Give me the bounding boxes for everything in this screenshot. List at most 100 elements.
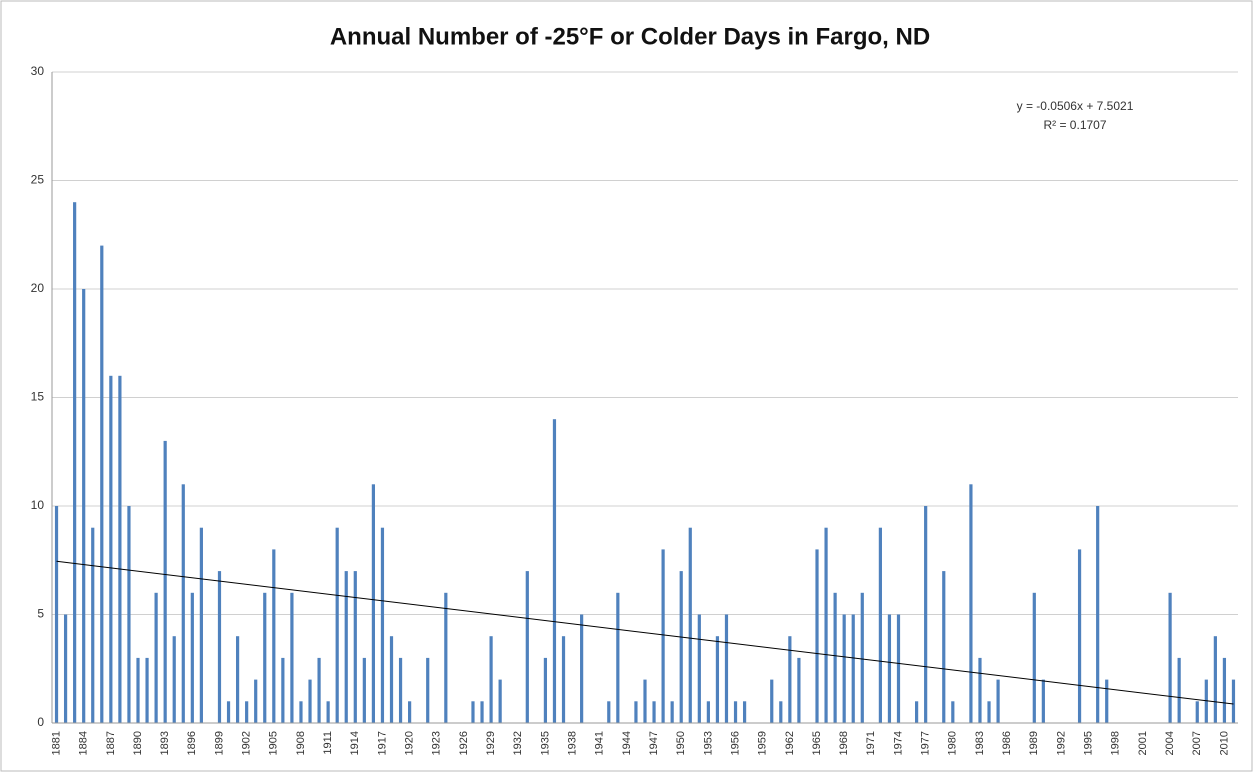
x-tick-label: 1929 bbox=[485, 731, 497, 755]
bar bbox=[797, 657, 801, 723]
x-tick-label: 2001 bbox=[1137, 731, 1149, 755]
bar bbox=[73, 202, 77, 723]
x-tick-label: 1923 bbox=[431, 731, 443, 755]
bar bbox=[607, 701, 611, 723]
bar bbox=[235, 636, 240, 723]
bar bbox=[217, 571, 222, 723]
x-tick-label: 1947 bbox=[648, 731, 660, 755]
x-tick-label: 1902 bbox=[241, 731, 253, 755]
bar bbox=[996, 679, 1000, 723]
bar bbox=[272, 549, 276, 723]
bar bbox=[389, 636, 394, 723]
bar bbox=[942, 571, 946, 723]
bar bbox=[643, 679, 647, 723]
x-tick-label: 1911 bbox=[322, 731, 334, 755]
bar bbox=[82, 289, 86, 723]
x-tick-label: 1974 bbox=[892, 731, 904, 755]
bar bbox=[498, 679, 502, 723]
x-tick-label: 1914 bbox=[349, 731, 361, 755]
bar bbox=[154, 592, 158, 723]
bar bbox=[924, 506, 928, 723]
bar bbox=[824, 527, 828, 723]
bar bbox=[616, 592, 620, 723]
x-tick-label: 1944 bbox=[621, 731, 633, 755]
x-tick-label: 1938 bbox=[566, 731, 578, 755]
x-tick-label: 1881 bbox=[50, 731, 62, 755]
bar bbox=[788, 636, 792, 723]
x-tick-label: 1953 bbox=[702, 731, 714, 755]
bar bbox=[190, 592, 194, 723]
bar bbox=[896, 614, 901, 723]
bar bbox=[1032, 592, 1036, 723]
x-tick-label: 1995 bbox=[1083, 731, 1095, 755]
bar bbox=[353, 571, 357, 723]
bar bbox=[978, 657, 982, 723]
trendline bbox=[56, 560, 1234, 705]
y-tick-label: 0 bbox=[37, 715, 44, 729]
bar bbox=[172, 636, 176, 723]
x-tick-label: 1986 bbox=[1001, 731, 1013, 755]
bar bbox=[779, 701, 783, 723]
x-tick-label: 1893 bbox=[159, 731, 171, 755]
bar bbox=[525, 571, 529, 723]
x-tick-label: 1890 bbox=[132, 731, 144, 755]
bar bbox=[634, 701, 638, 723]
bar bbox=[833, 592, 837, 723]
bar bbox=[371, 484, 375, 723]
x-tick-label: 1965 bbox=[811, 731, 823, 755]
bar bbox=[245, 701, 249, 723]
x-tick-label: 1917 bbox=[376, 731, 388, 755]
y-tick-label: 15 bbox=[31, 390, 45, 404]
bar bbox=[63, 614, 68, 723]
bar bbox=[54, 506, 59, 723]
bar bbox=[308, 679, 312, 723]
bar bbox=[1177, 657, 1181, 723]
x-tick-label: 1896 bbox=[186, 731, 198, 755]
chart-title: Annual Number of -25°F or Colder Days in… bbox=[330, 23, 930, 50]
bar bbox=[326, 701, 330, 723]
bar bbox=[580, 614, 584, 723]
x-tick-label: 1968 bbox=[838, 731, 850, 755]
bar bbox=[661, 549, 665, 723]
bar bbox=[398, 657, 403, 723]
x-tick-label: 1935 bbox=[539, 731, 551, 755]
bar bbox=[851, 614, 855, 723]
bar bbox=[145, 657, 149, 723]
bar bbox=[1077, 549, 1082, 723]
bar bbox=[254, 679, 258, 723]
bar bbox=[543, 657, 548, 723]
bar bbox=[679, 571, 683, 723]
bar bbox=[724, 614, 729, 723]
bar bbox=[1222, 657, 1227, 723]
bar bbox=[969, 484, 973, 723]
y-tick-label: 30 bbox=[31, 64, 45, 78]
x-tick-label: 1926 bbox=[458, 731, 470, 755]
x-tick-label: 2007 bbox=[1191, 731, 1203, 755]
bar bbox=[362, 657, 366, 723]
x-tick-label: 1899 bbox=[213, 731, 225, 755]
x-tick-label: 2010 bbox=[1218, 731, 1230, 755]
bar bbox=[670, 701, 674, 723]
trend-equation: y = -0.0506x + 7.5021 bbox=[1017, 99, 1134, 113]
bar bbox=[226, 701, 231, 723]
x-tick-label: 1998 bbox=[1110, 731, 1122, 755]
bar bbox=[1213, 636, 1217, 723]
bar bbox=[317, 657, 321, 723]
bar bbox=[335, 527, 339, 723]
bar bbox=[299, 701, 303, 723]
x-tick-label: 1950 bbox=[675, 731, 687, 755]
y-tick-label: 5 bbox=[37, 607, 44, 621]
x-tick-label: 1977 bbox=[920, 731, 932, 755]
x-tick-label: 1983 bbox=[974, 731, 986, 755]
x-tick-label: 1956 bbox=[729, 731, 741, 755]
bar bbox=[408, 701, 412, 723]
bar bbox=[181, 484, 185, 723]
x-tick-label: 2004 bbox=[1164, 731, 1176, 755]
bar bbox=[652, 701, 656, 723]
bar bbox=[733, 701, 738, 723]
x-tick-label: 1971 bbox=[865, 731, 877, 755]
y-tick-label: 10 bbox=[31, 498, 45, 512]
bar bbox=[1195, 701, 1199, 723]
